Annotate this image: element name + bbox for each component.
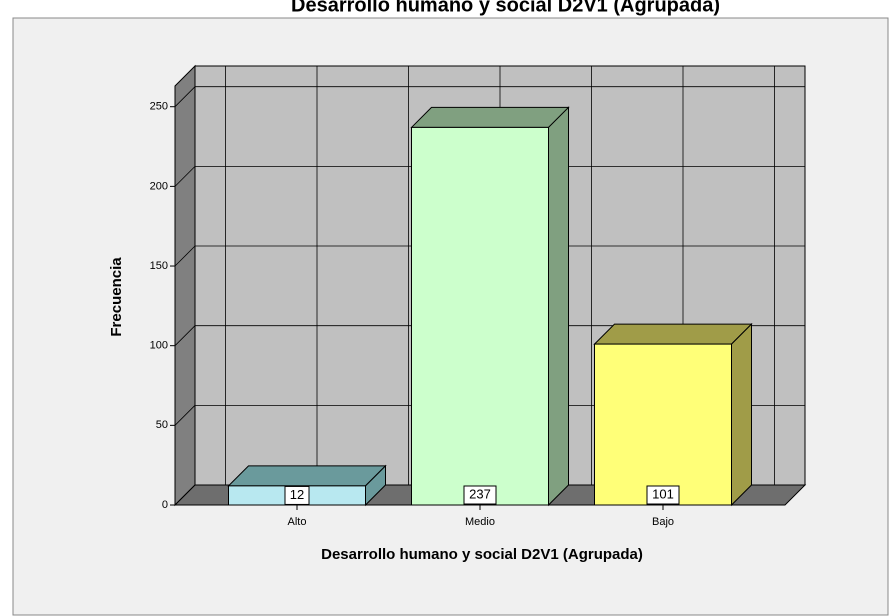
plot-area: 0 50 100 150 200 250 Alto 12 Medio 237 Bajo 101 bbox=[150, 64, 807, 528]
y-tick-label: 150 bbox=[150, 260, 168, 272]
grid-line bbox=[174, 325, 196, 346]
value-label-box bbox=[646, 485, 680, 505]
bar bbox=[411, 126, 549, 506]
grid-line bbox=[174, 405, 196, 426]
value-label-box bbox=[463, 485, 497, 505]
grid-line bbox=[174, 86, 196, 107]
y-tick-label: 0 bbox=[162, 499, 168, 511]
grid-line bbox=[174, 245, 196, 267]
value-label: 12 bbox=[290, 487, 304, 502]
x-tick-label: Bajo bbox=[652, 516, 674, 528]
y-axis-label: Frecuencia bbox=[108, 257, 125, 337]
y-tick-label: 100 bbox=[150, 340, 168, 352]
y-tick-label: 50 bbox=[156, 419, 168, 431]
grid-line bbox=[174, 484, 196, 506]
bar-side bbox=[548, 106, 569, 507]
x-tick-label: Alto bbox=[288, 516, 307, 528]
bar-top bbox=[593, 323, 753, 345]
bar-top bbox=[227, 465, 387, 487]
chart-title: Desarrollo humano y social D2V1 (Agrupad… bbox=[291, 0, 720, 16]
bar-side bbox=[731, 322, 752, 507]
y-tick-label: 250 bbox=[150, 101, 168, 113]
y-tick-label: 200 bbox=[150, 180, 168, 192]
bar-top bbox=[410, 106, 570, 128]
side-wall bbox=[174, 64, 196, 507]
value-label-box bbox=[284, 485, 310, 505]
value-label: 101 bbox=[652, 486, 674, 501]
x-axis-label: Desarrollo humano y social D2V1 (Agrupad… bbox=[321, 546, 643, 563]
x-tick-label: Medio bbox=[465, 516, 495, 528]
bar bbox=[594, 343, 732, 506]
grid-line bbox=[174, 166, 196, 187]
value-label: 237 bbox=[469, 486, 491, 501]
